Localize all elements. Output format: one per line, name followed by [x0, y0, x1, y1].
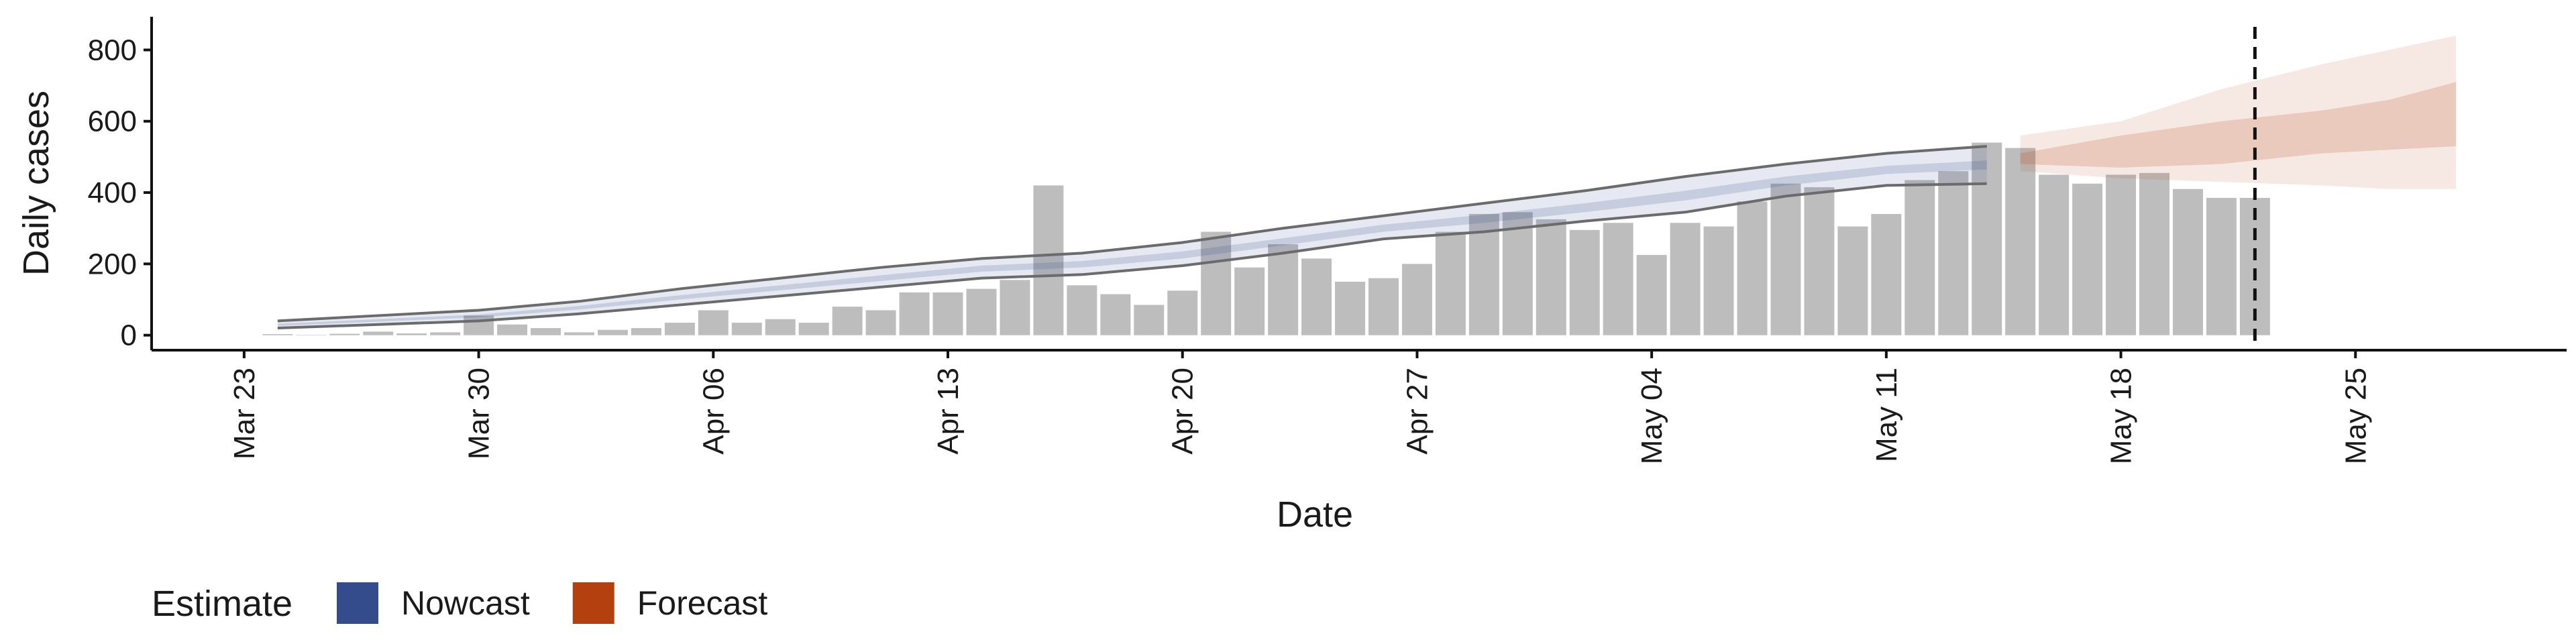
- bar: [1201, 231, 1232, 335]
- y-tick-label: 400: [88, 176, 137, 209]
- legend-swatch: [337, 582, 378, 624]
- bar: [1904, 180, 1935, 335]
- legend-swatch: [572, 582, 614, 624]
- bar: [1837, 226, 1868, 335]
- bar: [396, 333, 427, 335]
- y-axis-title: Daily cases: [16, 91, 56, 276]
- bar: [464, 315, 494, 335]
- x-tick-label: May 04: [1635, 368, 1668, 464]
- bar: [564, 332, 594, 335]
- bar: [2139, 172, 2169, 335]
- legend-title: Estimate: [152, 584, 292, 624]
- bar: [1770, 183, 1801, 335]
- bar: [2172, 189, 2203, 335]
- bar: [1603, 223, 1633, 335]
- bar: [1804, 187, 1835, 335]
- y-tick-label: 0: [121, 319, 137, 352]
- legend-label: Nowcast: [401, 584, 530, 622]
- bar: [2005, 148, 2036, 335]
- bar: [1335, 281, 1365, 335]
- x-tick-label: May 11: [1870, 368, 1903, 462]
- bar: [1938, 171, 1969, 335]
- bar: [798, 323, 829, 335]
- bar: [1737, 201, 1768, 335]
- bar: [1502, 212, 1533, 335]
- bar: [1536, 219, 1566, 335]
- bar: [1134, 305, 1165, 335]
- bar: [597, 329, 628, 335]
- x-tick-label: May 18: [2105, 368, 2138, 464]
- bar: [363, 331, 394, 335]
- bar: [1401, 264, 1432, 335]
- bar: [1234, 267, 1265, 335]
- bar: [865, 310, 896, 335]
- bar: [1703, 226, 1734, 335]
- bar: [329, 333, 360, 335]
- y-tick-label: 600: [88, 105, 137, 138]
- x-tick-label: Apr 20: [1167, 368, 1199, 455]
- bar: [430, 332, 461, 335]
- bar: [966, 288, 997, 335]
- band: [2020, 82, 2457, 168]
- bar: [1000, 280, 1030, 335]
- bar: [1871, 213, 1902, 335]
- bar: [765, 319, 796, 335]
- band: [2020, 36, 2457, 189]
- band: [277, 146, 1987, 329]
- y-tick-label: 200: [88, 248, 137, 280]
- bar: [497, 324, 528, 335]
- bar: [262, 334, 293, 335]
- bar: [1067, 285, 1097, 335]
- bar: [531, 328, 561, 335]
- x-tick-label: Apr 13: [932, 368, 965, 455]
- bar: [2039, 174, 2070, 335]
- bar: [2106, 174, 2137, 335]
- bar: [731, 323, 762, 335]
- bar: [2206, 198, 2237, 335]
- bar: [1368, 278, 1399, 335]
- x-tick-label: Apr 06: [697, 368, 730, 455]
- legend-label: Forecast: [637, 584, 768, 622]
- x-axis-title: Date: [1277, 494, 1353, 535]
- x-tick-label: Mar 30: [463, 368, 496, 460]
- bar: [932, 292, 963, 335]
- bar: [1100, 294, 1131, 335]
- bar: [1301, 258, 1332, 335]
- x-tick-label: May 25: [2339, 368, 2372, 464]
- x-tick-label: Apr 27: [1401, 368, 1434, 455]
- bar: [1033, 185, 1064, 335]
- band: [277, 160, 1987, 326]
- bar: [1468, 213, 1499, 335]
- bar: [631, 328, 661, 335]
- bar: [1670, 223, 1701, 335]
- bar: [2072, 183, 2103, 335]
- bound-line: [277, 144, 1987, 323]
- bar: [1636, 255, 1667, 335]
- bar: [1569, 229, 1600, 335]
- bar: [1435, 231, 1466, 335]
- bar: [1268, 244, 1299, 335]
- bar: [1972, 142, 2002, 335]
- bar: [1167, 290, 1198, 335]
- bar: [899, 292, 930, 335]
- y-tick-label: 800: [88, 34, 137, 66]
- bar: [832, 307, 863, 335]
- bar: [698, 310, 729, 335]
- x-tick-label: Mar 23: [228, 368, 261, 460]
- bound-line: [277, 182, 1987, 330]
- bar: [664, 323, 695, 335]
